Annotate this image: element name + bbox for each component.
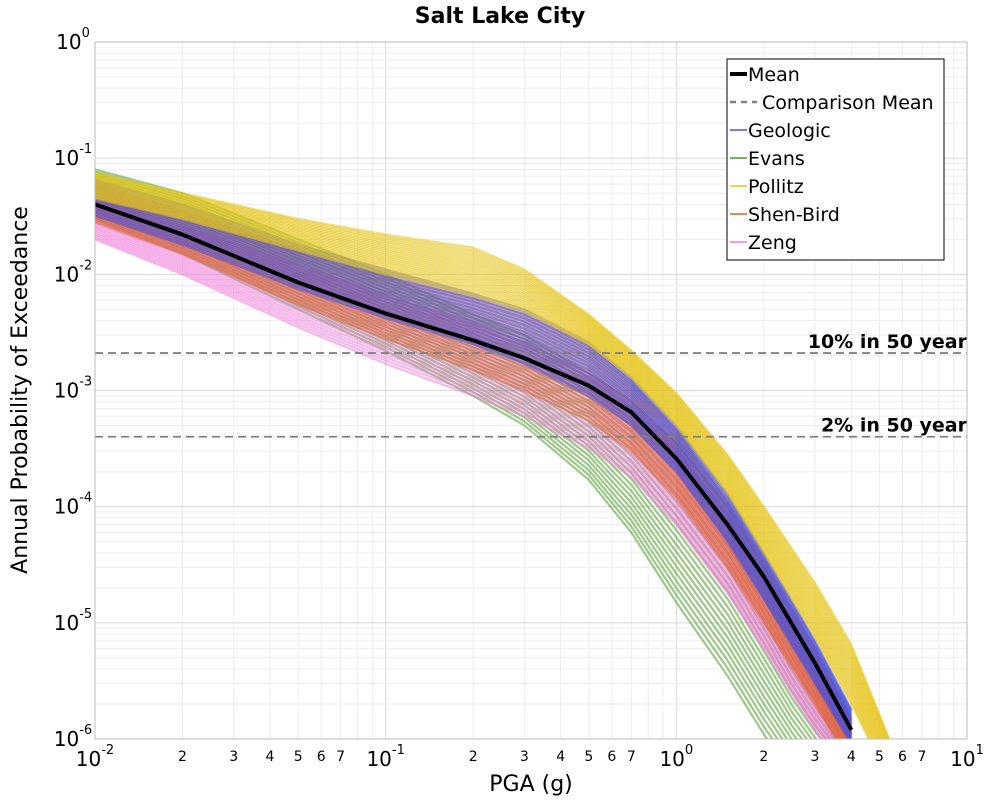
mean-series [95,202,854,731]
curve-zeng [95,229,832,739]
legend-label: Pollitz [748,176,804,198]
x-minor-tick-label: 3 [811,749,820,765]
x-minor-tick-label: 6 [607,749,616,765]
curve-zeng [95,238,823,739]
x-minor-tick-label: 2 [469,749,478,765]
legend-label: Zeng [748,232,797,254]
x-minor-tick-label: 5 [584,749,593,765]
x-minor-tick-label: 5 [875,749,884,765]
y-major-tick-label: 10-5 [54,607,92,635]
curve-shen-bird [95,221,838,739]
x-minor-tick-label: 2 [759,749,768,765]
x-minor-tick-label: 7 [918,749,927,765]
reference-line-label: 2% in 50 year [821,415,968,437]
curve-zeng [95,232,828,739]
y-major-tick-label: 10-2 [54,258,92,286]
curve-zeng [95,230,830,739]
curve-zeng [95,234,827,739]
y-axis-ticks: 100 10-1 10-2 10-3 10-4 10-5 10-6 [54,26,92,751]
x-minor-tick-label: 7 [336,749,345,765]
model-bands [95,168,891,739]
legend: Mean Comparison Mean Geologic Evans Pollitz S… [726,58,945,261]
y-axis-label: Annual Probability of Exceedance [8,206,33,574]
x-minor-tick-label: 2 [178,749,187,765]
y-major-tick-label: 10-6 [54,723,92,751]
reference-lines: 10% in 50 year 2% in 50 year [95,331,968,438]
curve-zeng [95,236,825,739]
legend-label: Shen-Bird [748,204,840,226]
legend-label: Geologic [748,120,831,142]
curve-shen-bird [95,212,844,739]
curve-pollitz [95,171,891,739]
x-major-tick-label: 101 [950,743,984,771]
legend-label: Mean [748,64,800,86]
x-minor-tick-label: 4 [847,749,856,765]
x-minor-tick-label: 4 [266,749,275,765]
x-minor-tick-label: 5 [294,749,303,765]
curve-zeng [95,225,836,739]
legend-box [726,58,945,261]
plot-frame [94,41,968,740]
x-major-tick-label: 100 [659,743,693,771]
y-major-tick-label: 100 [56,26,90,54]
reference-line-label: 10% in 50 year [808,331,968,353]
curve-zeng [95,227,834,739]
band-pollitz [95,171,891,739]
x-minor-tick-label: 6 [317,749,326,765]
x-major-tick-label: 10-2 [76,743,114,771]
series-line-mean [95,202,854,731]
x-major-tick-label: 10-1 [366,743,404,771]
curve-shen-bird [95,216,842,739]
curve-shen-bird [95,214,843,739]
x-axis-label: PGA (g) [489,772,573,797]
y-major-tick-label: 10-1 [54,142,92,170]
y-major-tick-label: 10-4 [54,491,92,519]
x-minor-tick-label: 4 [556,749,565,765]
x-minor-tick-label: 3 [520,749,529,765]
y-major-tick-label: 10-3 [54,375,92,403]
x-minor-tick-label: 6 [898,749,907,765]
curve-shen-bird [95,217,840,739]
curve-shen-bird [95,219,839,739]
legend-label: Comparison Mean [762,92,934,114]
x-minor-tick-label: 7 [627,749,636,765]
legend-label: Evans [748,148,805,170]
chart-title: Salt Lake City [415,4,585,29]
x-minor-tick-label: 3 [229,749,238,765]
